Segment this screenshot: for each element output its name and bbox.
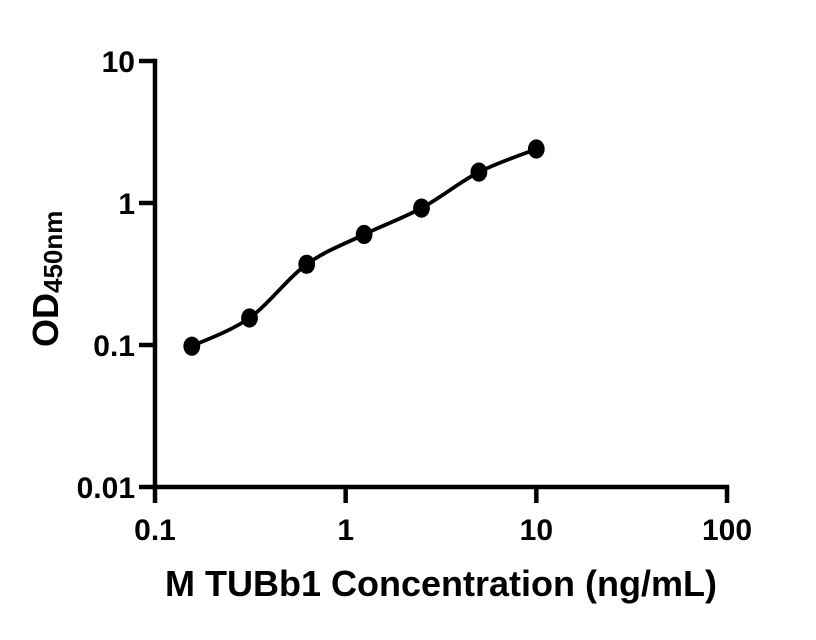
series-group (183, 139, 545, 356)
x-axis-tick-label: 100 (702, 514, 752, 547)
y-axis-title-subscript: 450nm (38, 211, 68, 293)
axes-group: 0.1 1 10 100 0.01 0.1 1 10 (77, 46, 752, 547)
data-point-marker (413, 198, 430, 218)
y-axis-tick-label: 0.1 (93, 330, 135, 363)
x-axis-title: M TUBb1 Concentration (ng/mL) (165, 563, 717, 604)
y-axis-tick-label: 1 (118, 188, 135, 221)
data-point-marker (298, 254, 316, 274)
x-axis-tick-label: 1 (337, 514, 354, 547)
y-axis-tick-label: 0.01 (77, 472, 135, 505)
data-point-marker (241, 308, 258, 328)
y-axis-tick-label: 10 (102, 46, 135, 79)
data-point-marker (527, 139, 545, 159)
data-point-marker (183, 336, 201, 356)
x-axis-tick-label: 10 (520, 514, 553, 547)
y-axis-title-main: OD (25, 293, 66, 347)
data-point-marker (470, 162, 488, 182)
y-axis-title: OD450nm (25, 211, 68, 347)
data-point-marker (355, 224, 373, 245)
x-axis-tick-label: 0.1 (134, 514, 176, 547)
